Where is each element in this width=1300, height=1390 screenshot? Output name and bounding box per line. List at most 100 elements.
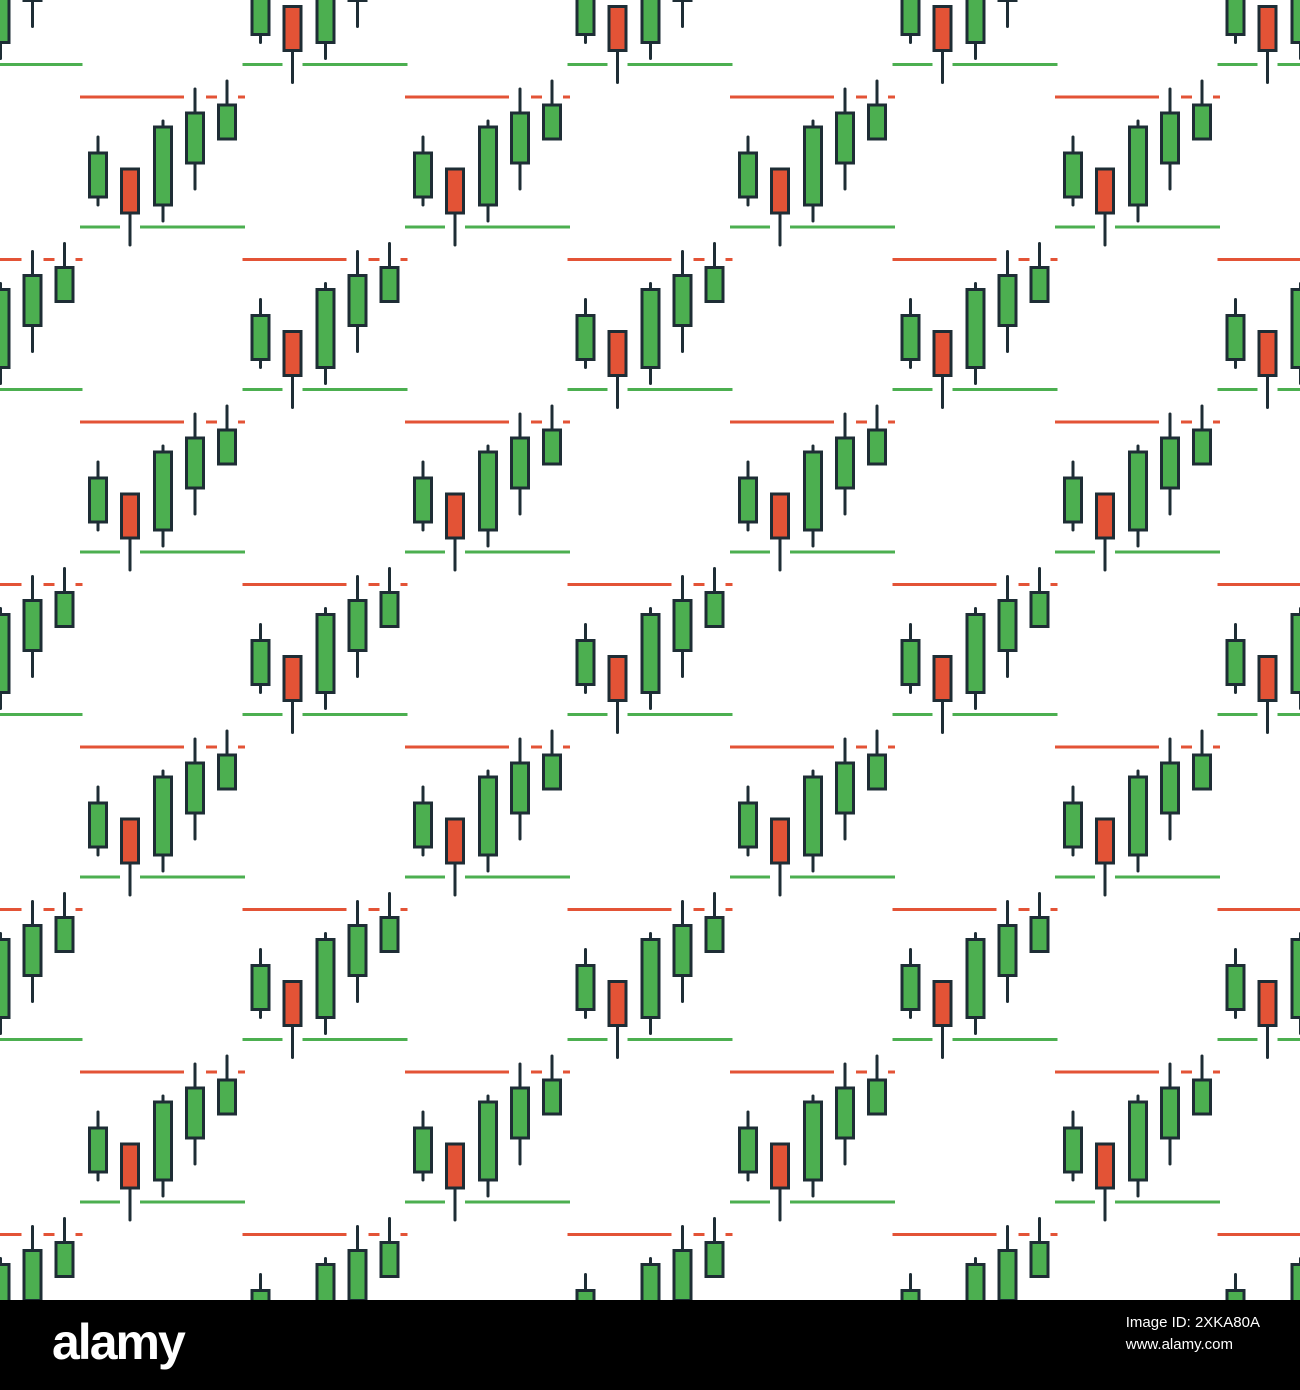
candle-body	[965, 288, 986, 369]
candle-body	[413, 151, 433, 199]
candle-body	[315, 613, 336, 694]
candle-body	[510, 436, 530, 490]
candle-body	[217, 103, 237, 141]
candle-body	[22, 924, 43, 977]
bull-candle	[217, 79, 237, 141]
candle-body	[932, 980, 953, 1027]
bull-candle	[835, 737, 855, 841]
bear-candle	[932, 980, 953, 1059]
candle-body	[1225, 1289, 1246, 1300]
bull-candle	[1063, 135, 1083, 207]
bull-candle	[1225, 0, 1246, 44]
candle-body	[1290, 938, 1300, 1019]
candle-body	[153, 125, 173, 207]
bear-candle	[770, 817, 790, 897]
bull-candle	[54, 1217, 75, 1278]
bull-candle	[1128, 1094, 1148, 1198]
bull-candle	[803, 119, 823, 223]
candle-body	[88, 151, 108, 199]
bull-candle	[575, 298, 596, 369]
candle-body	[575, 0, 596, 36]
candle-body	[153, 775, 173, 857]
candle-body	[1290, 1263, 1300, 1300]
candle-body	[185, 436, 205, 490]
candlestick-chart-icon	[1217, 258, 1300, 409]
candle-body	[217, 428, 237, 466]
bull-candle	[835, 1062, 855, 1166]
candle-body	[413, 801, 433, 849]
pattern-canvas	[0, 0, 1300, 1300]
bull-candle	[704, 1217, 725, 1278]
bear-candle	[282, 330, 303, 409]
candle-body	[379, 1241, 400, 1278]
candle-body	[379, 591, 400, 628]
candle-body	[120, 817, 140, 865]
candle-body	[770, 492, 790, 540]
bull-candle	[413, 460, 433, 532]
bull-candle	[997, 0, 1018, 28]
bull-candle	[1160, 412, 1180, 516]
bull-candle	[575, 0, 596, 44]
candle-body	[445, 1142, 465, 1190]
candle-body	[88, 476, 108, 524]
candle-body	[738, 151, 758, 199]
candle-body	[1225, 639, 1246, 686]
bull-candle	[185, 87, 205, 191]
candle-body	[315, 938, 336, 1019]
bear-candle	[1257, 330, 1278, 409]
candle-body	[379, 266, 400, 303]
candle-body	[445, 492, 465, 540]
bull-candle	[1225, 948, 1246, 1019]
bull-candle	[478, 119, 498, 223]
bull-candle	[672, 0, 693, 28]
candle-body	[54, 591, 75, 628]
candle-body	[185, 1086, 205, 1140]
candle-body	[672, 1249, 693, 1300]
candle-body	[315, 1263, 336, 1300]
bull-candle	[672, 900, 693, 1003]
bull-candle	[1128, 769, 1148, 873]
candle-body	[640, 1263, 661, 1300]
candlestick-chart-icon	[242, 1217, 408, 1300]
bull-candle	[347, 900, 368, 1003]
bull-candle	[250, 1273, 271, 1300]
bull-candle	[54, 242, 75, 303]
candle-body	[1192, 1078, 1212, 1116]
bull-candle	[153, 769, 173, 873]
bull-candle	[867, 1054, 887, 1116]
candle-body	[1029, 591, 1050, 628]
candle-body	[250, 639, 271, 686]
candle-body	[1290, 288, 1300, 369]
bull-candle	[22, 0, 43, 28]
candle-body	[510, 111, 530, 165]
candle-body	[120, 492, 140, 540]
bull-candle	[250, 623, 271, 694]
candle-body	[413, 476, 433, 524]
candle-body	[575, 639, 596, 686]
candle-body	[1128, 450, 1148, 532]
candlestick-chart-icon	[242, 567, 408, 734]
bull-candle	[867, 404, 887, 466]
bull-candle	[379, 1217, 400, 1278]
candlestick-chart-icon	[567, 0, 733, 84]
candle-body	[22, 274, 43, 327]
candle-body	[542, 103, 562, 141]
bear-candle	[120, 1142, 140, 1222]
candlestick-chart-icon	[567, 242, 733, 409]
candle-body	[478, 1100, 498, 1182]
candle-body	[640, 288, 661, 369]
bull-candle	[153, 119, 173, 223]
candle-body	[932, 330, 953, 377]
bear-candle	[1095, 1142, 1115, 1222]
candle-body	[185, 111, 205, 165]
bear-candle	[607, 330, 628, 409]
bull-candle	[997, 1225, 1018, 1300]
candlestick-chart-icon	[567, 567, 733, 734]
candle-body	[640, 613, 661, 694]
bull-candle	[575, 623, 596, 694]
bull-candle	[413, 785, 433, 857]
candlestick-chart-icon	[0, 0, 83, 66]
bull-candle	[379, 892, 400, 953]
bull-candle	[217, 729, 237, 791]
candle-body	[607, 655, 628, 702]
